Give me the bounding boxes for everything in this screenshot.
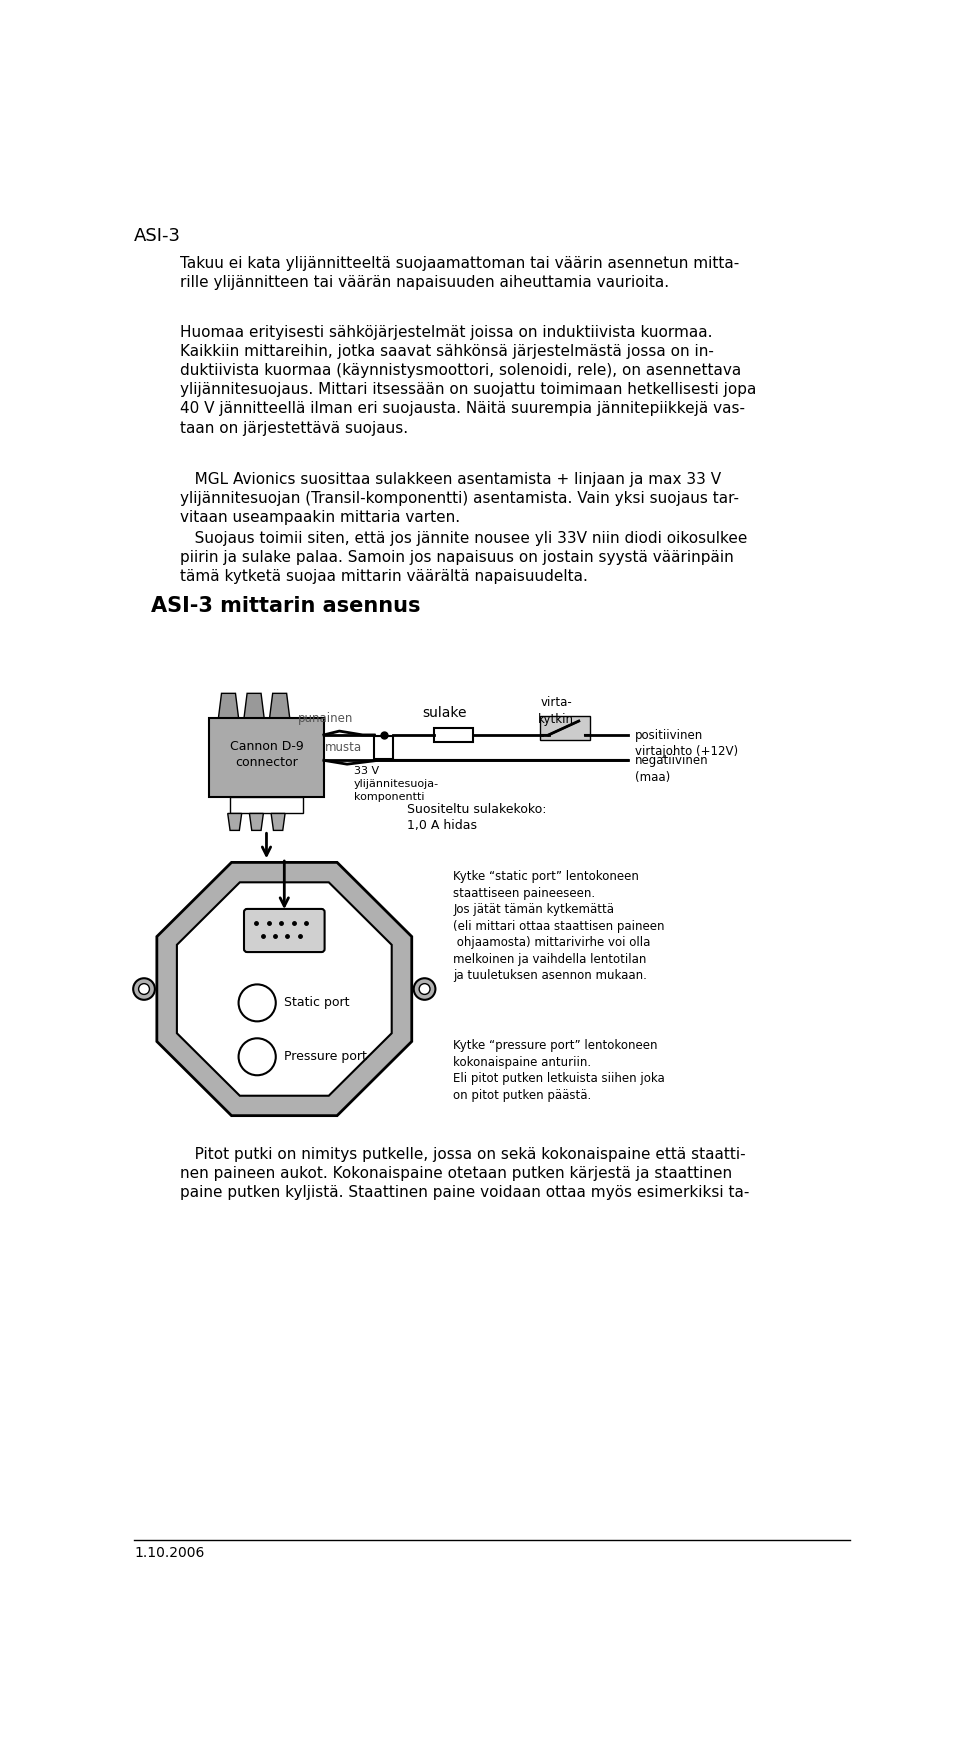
Polygon shape bbox=[271, 814, 285, 831]
Text: ASI-3 mittarin asennus: ASI-3 mittarin asennus bbox=[151, 597, 420, 616]
Text: Huomaa erityisesti sähköjärjestelmät joissa on induktiivista kuormaa.: Huomaa erityisesti sähköjärjestelmät joi… bbox=[180, 326, 713, 340]
Text: Kaikkiin mittareihin, jotka saavat sähkönsä järjestelmästä jossa on in-
duktiivi: Kaikkiin mittareihin, jotka saavat sähkö… bbox=[180, 343, 756, 435]
Circle shape bbox=[420, 984, 430, 995]
Polygon shape bbox=[244, 694, 264, 718]
Circle shape bbox=[133, 979, 155, 1000]
FancyBboxPatch shape bbox=[540, 715, 590, 740]
Polygon shape bbox=[156, 863, 412, 1116]
Text: punainen: punainen bbox=[299, 711, 353, 726]
Text: virta-
kytkin: virta- kytkin bbox=[539, 696, 574, 726]
FancyBboxPatch shape bbox=[244, 909, 324, 953]
Text: negatiivinen
(maa): negatiivinen (maa) bbox=[636, 754, 709, 784]
Text: Static port: Static port bbox=[283, 997, 349, 1009]
Text: 1.10.2006: 1.10.2006 bbox=[134, 1546, 204, 1560]
FancyBboxPatch shape bbox=[434, 727, 472, 741]
Text: Kytke “pressure port” lentokoneen
kokonaispaine anturiin.
Eli pitot putken letku: Kytke “pressure port” lentokoneen kokona… bbox=[453, 1039, 665, 1102]
Circle shape bbox=[239, 1039, 276, 1076]
Text: Pitot putki on nimitys putkelle, jossa on sekä kokonaispaine että staatti-
nen p: Pitot putki on nimitys putkelle, jossa o… bbox=[180, 1146, 750, 1201]
Text: MGL Avionics suosittaa sulakkeen asentamista + linjaan ja max 33 V
ylijännitesuo: MGL Avionics suosittaa sulakkeen asentam… bbox=[180, 472, 739, 525]
Polygon shape bbox=[219, 694, 239, 718]
Polygon shape bbox=[228, 814, 242, 831]
Text: Suositeltu sulakekoko:
1,0 A hidas: Suositeltu sulakekoko: 1,0 A hidas bbox=[407, 803, 546, 833]
Text: Cannon D-9
connector: Cannon D-9 connector bbox=[229, 740, 303, 770]
Polygon shape bbox=[270, 694, 290, 718]
FancyBboxPatch shape bbox=[229, 796, 303, 814]
Text: positiivinen
virtajohto (+12V): positiivinen virtajohto (+12V) bbox=[636, 729, 738, 759]
FancyBboxPatch shape bbox=[374, 736, 393, 759]
Text: 33 V
ylijännitesuoja-
komponentti: 33 V ylijännitesuoja- komponentti bbox=[354, 766, 439, 801]
Text: Suojaus toimii siten, että jos jännite nousee yli 33V niin diodi oikosulkee
piir: Suojaus toimii siten, että jos jännite n… bbox=[180, 530, 748, 585]
Text: ASI-3: ASI-3 bbox=[134, 227, 180, 245]
Circle shape bbox=[414, 979, 436, 1000]
Text: musta: musta bbox=[325, 741, 363, 754]
Text: sulake: sulake bbox=[422, 706, 467, 720]
Text: Pressure port: Pressure port bbox=[283, 1050, 367, 1064]
Polygon shape bbox=[177, 882, 392, 1095]
Polygon shape bbox=[250, 814, 263, 831]
Circle shape bbox=[138, 984, 150, 995]
FancyBboxPatch shape bbox=[209, 718, 324, 796]
Text: Kytke “static port” lentokoneen
staattiseen paineeseen.
Jos jätät tämän kytkemät: Kytke “static port” lentokoneen staattis… bbox=[453, 870, 664, 983]
Circle shape bbox=[239, 984, 276, 1021]
Text: Takuu ei kata ylijännitteeltä suojaamattoman tai väärin asennetun mitta-
rille y: Takuu ei kata ylijännitteeltä suojaamatt… bbox=[180, 255, 740, 291]
